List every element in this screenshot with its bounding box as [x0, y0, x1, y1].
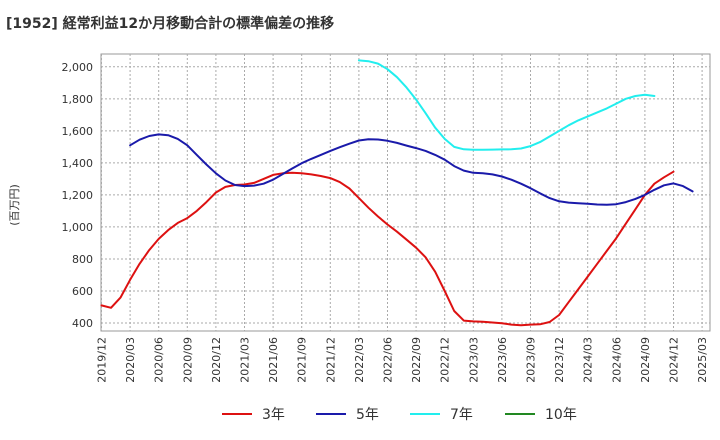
x-tick-label: 2023/06 — [496, 337, 509, 383]
x-tick-label: 2020/03 — [124, 337, 137, 383]
y-tick-label: 1,600 — [62, 125, 94, 138]
y-tick-label: 1,800 — [62, 93, 94, 106]
x-tick-label: 2021/06 — [267, 337, 280, 383]
x-tick-label: 2022/06 — [382, 337, 395, 383]
y-tick-label: 600 — [72, 285, 93, 298]
legend-label: 7年 — [450, 407, 473, 423]
legend-swatch — [316, 413, 346, 415]
chart-legend: 3年 5年 7年 10年 — [0, 400, 720, 430]
x-tick-label: 2023/09 — [525, 337, 538, 383]
x-tick-label: 2024/09 — [639, 337, 652, 383]
x-tick-label: 2020/06 — [153, 337, 166, 383]
x-tick-label: 2025/03 — [696, 337, 709, 383]
legend-label: 3年 — [262, 407, 285, 423]
y-axis-label: (百万円) — [8, 184, 21, 226]
x-tick-label: 2022/12 — [439, 337, 452, 383]
plot-area — [100, 53, 711, 332]
y-tick-label: 1,200 — [62, 189, 94, 202]
chart-title: [1952] 経常利益12か月移動合計の標準偏差の推移 — [6, 16, 335, 32]
y-tick-label: 400 — [72, 317, 93, 330]
x-tick-label: 2022/09 — [410, 337, 423, 383]
y-tick-label: 1,400 — [62, 157, 94, 170]
x-tick-label: 2023/12 — [553, 337, 566, 383]
y-tick-label: 1,000 — [62, 221, 94, 234]
x-tick-label: 2020/12 — [210, 337, 223, 383]
legend-label: 5年 — [356, 407, 379, 423]
legend-swatch — [410, 413, 440, 415]
legend-swatch — [222, 413, 252, 415]
x-tick-label: 2021/09 — [296, 337, 309, 383]
x-tick-label: 2022/03 — [353, 337, 366, 383]
x-tick-label: 2021/12 — [324, 337, 337, 383]
legend-item-10年: 10年 — [505, 404, 577, 424]
x-tick-label: 2019/12 — [96, 337, 109, 383]
x-tick-label: 2020/09 — [181, 337, 194, 383]
x-tick-label: 2024/03 — [582, 337, 595, 383]
y-tick-label: 2,000 — [62, 61, 94, 74]
x-tick-label: 2021/03 — [239, 337, 252, 383]
series-line-7年 — [357, 59, 656, 151]
series-line-5年 — [129, 133, 694, 206]
y-tick-label: 800 — [72, 253, 93, 266]
legend-swatch — [505, 413, 535, 415]
legend-label: 10年 — [545, 407, 577, 423]
x-tick-label: 2024/12 — [668, 337, 681, 383]
legend-item-5年: 5年 — [316, 404, 379, 424]
series-line-3年 — [100, 170, 675, 327]
x-tick-label: 2024/06 — [610, 337, 623, 383]
legend-item-7年: 7年 — [410, 404, 473, 424]
x-tick-label: 2023/03 — [467, 337, 480, 383]
legend-item-3年: 3年 — [222, 404, 285, 424]
